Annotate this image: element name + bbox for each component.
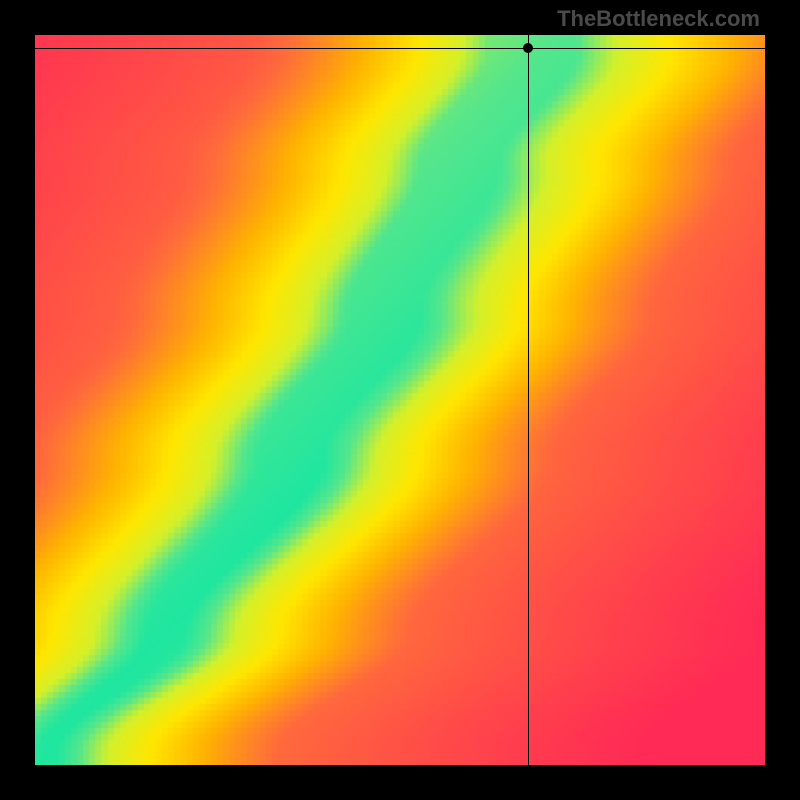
bottleneck-heatmap: [35, 35, 765, 765]
watermark-text: TheBottleneck.com: [557, 6, 760, 32]
crosshair-horizontal: [35, 48, 765, 49]
plot-area: [35, 35, 765, 765]
marker-dot: [523, 43, 533, 53]
crosshair-vertical: [528, 35, 529, 765]
